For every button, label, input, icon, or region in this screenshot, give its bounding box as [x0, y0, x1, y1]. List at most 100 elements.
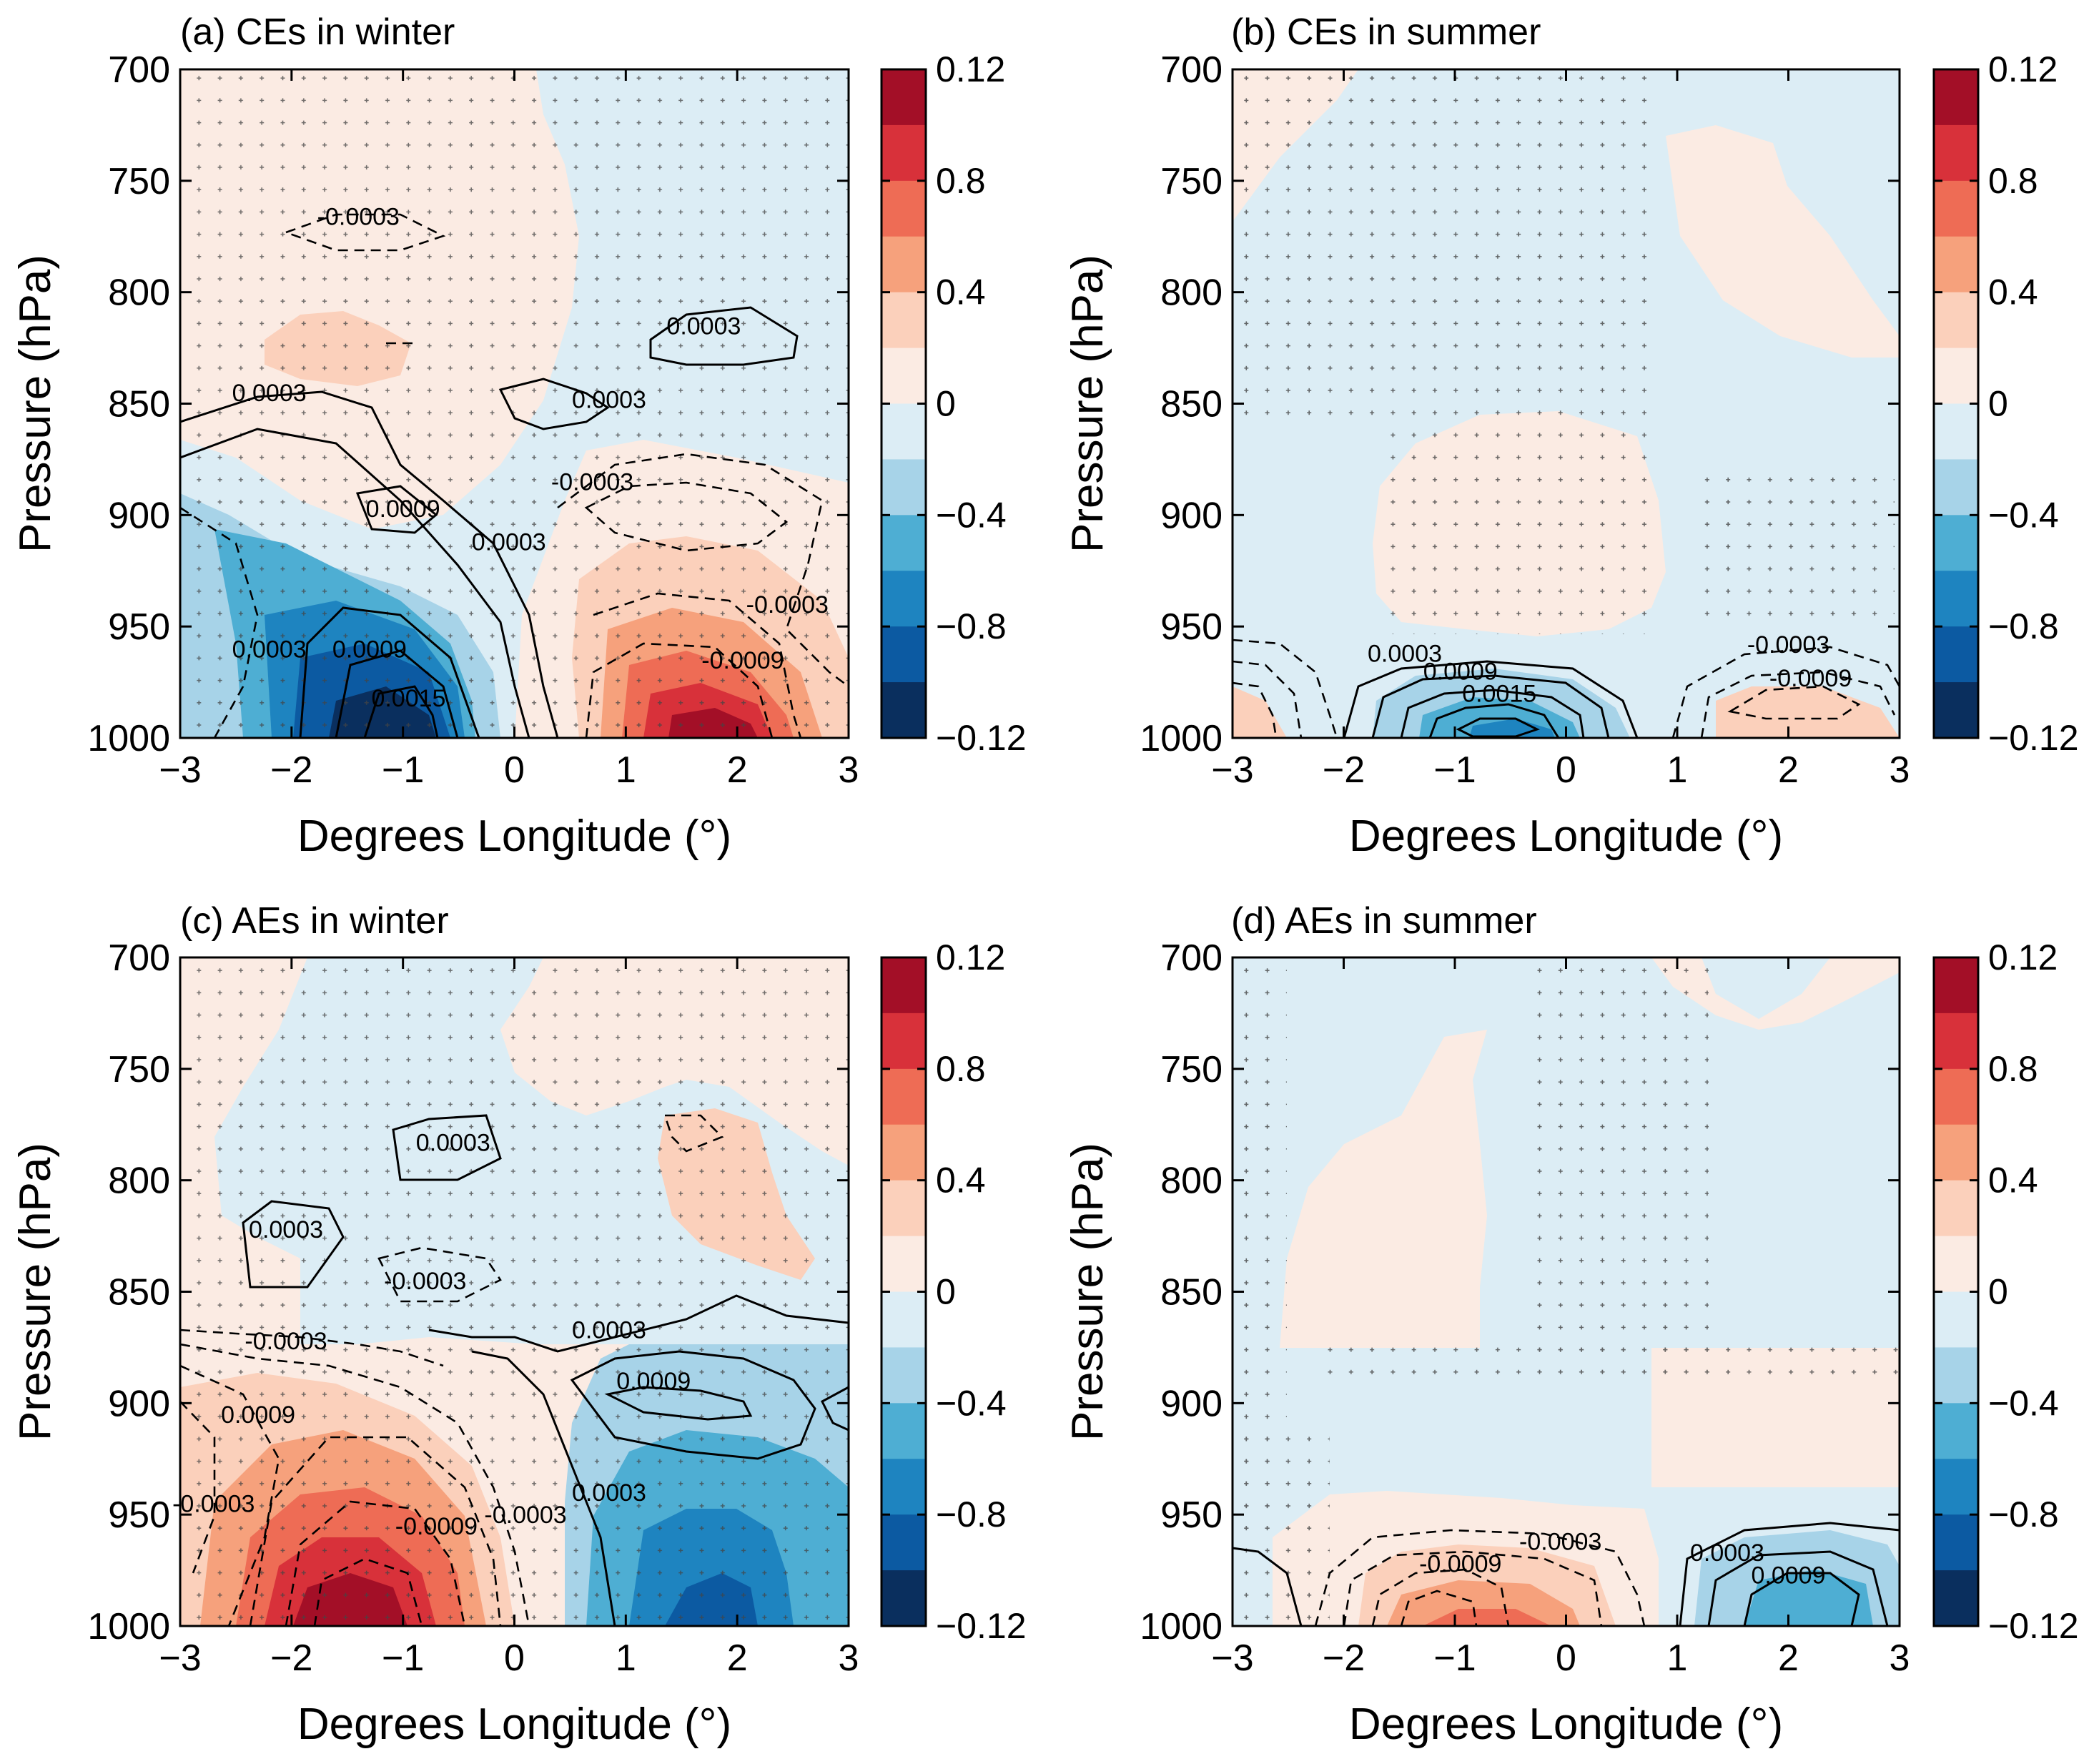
y-tick-label: 750	[108, 1049, 170, 1090]
panel-title: (c) AEs in winter	[180, 900, 449, 942]
colorbar: −0.12 −0.8 −0.4 0 0.4 0.8 0.12	[880, 937, 1027, 1646]
colorbar-segment	[881, 1180, 926, 1237]
x-tick-label: −2	[270, 1637, 312, 1679]
colorbar: −0.12 −0.8 −0.4 0 0.4 0.8 0.12	[880, 49, 1027, 758]
y-tick-label: 1000	[1140, 718, 1223, 759]
colorbar-tick-label: −0.4	[936, 495, 1007, 535]
colorbar-tick-label: −0.12	[1988, 1606, 2079, 1646]
colorbar-tick-label: −0.8	[936, 1494, 1007, 1534]
x-tick-label: 0	[504, 749, 525, 791]
contour-label: -0.0003	[1747, 631, 1829, 659]
contour-label: 0.0009	[332, 636, 407, 663]
contour-field	[180, 957, 849, 1626]
x-tick-label: −3	[1211, 749, 1253, 791]
colorbar-segment	[1934, 69, 1978, 126]
colorbar-segment	[1934, 1012, 1978, 1070]
colorbar-tick-label: 0	[936, 1272, 956, 1312]
contour-label: -0.0003	[384, 1268, 466, 1295]
x-tick-label: 1	[1667, 749, 1688, 791]
x-axis: −3 −2 −1 0 1 2 3	[1211, 69, 1910, 791]
colorbar-segment	[1934, 1124, 1978, 1181]
x-tick-label: −2	[1323, 1637, 1365, 1679]
colorbar-segment	[881, 682, 926, 739]
x-tick-label: 3	[839, 1637, 859, 1679]
contour-label: -0.0003	[317, 204, 400, 231]
y-tick-label: 700	[108, 49, 170, 91]
colorbar-segment	[881, 69, 926, 126]
x-tick-label: 2	[727, 749, 748, 791]
x-axis: −3 −2 −1 0 1 2 3	[159, 69, 859, 791]
colorbar-segment	[1934, 348, 1978, 405]
contour-label: 0.0003	[232, 636, 307, 663]
colorbar-tick-label: 0	[1988, 384, 2008, 424]
contour-label: 0.0003	[232, 380, 307, 407]
panel-a: (a) CEs in winter	[11, 11, 1027, 861]
y-tick-label: 750	[1160, 161, 1223, 202]
y-axis: 700 750 800 850 900 950 1000	[87, 49, 849, 759]
colorbar-tick-label: 0.8	[1988, 161, 2038, 201]
x-axis: −3 −2 −1 0 1 2 3	[1211, 957, 1910, 1679]
colorbar-tick-label: 0.12	[936, 937, 1005, 977]
y-tick-label: 1000	[87, 718, 170, 759]
colorbar-segment	[1934, 124, 1978, 182]
contour-label: 0.0003	[416, 1130, 490, 1157]
colorbar-segment	[1934, 571, 1978, 627]
x-tick-label: 2	[1778, 749, 1799, 791]
colorbar-segment	[881, 1403, 926, 1459]
colorbar-tick-label: 0.12	[936, 49, 1005, 89]
y-tick-label: 950	[108, 606, 170, 648]
contour-label: -0.0003	[1519, 1529, 1601, 1556]
y-tick-label: 700	[108, 937, 170, 979]
contour-label: -0.0009	[701, 647, 784, 674]
panel-c: (c) AEs in winter	[11, 900, 1027, 1749]
colorbar-segment	[1934, 1068, 1978, 1125]
colorbar-tick-label: −0.12	[936, 1606, 1027, 1646]
y-tick-label: 750	[108, 161, 170, 202]
x-tick-label: −1	[1433, 1637, 1476, 1679]
colorbar-tick-label: −0.12	[1988, 718, 2079, 758]
y-tick-label: 850	[108, 384, 170, 425]
colorbar-tick-label: −0.12	[936, 718, 1027, 758]
colorbar-segment	[1934, 403, 1978, 460]
y-tick-label: 900	[1160, 495, 1223, 536]
colorbar-segment	[881, 1347, 926, 1404]
y-tick-label: 1000	[87, 1606, 170, 1647]
y-tick-label: 800	[1160, 272, 1223, 314]
x-axis-label: Degrees Longitude (°)	[1349, 1700, 1783, 1749]
y-tick-label: 950	[108, 1494, 170, 1536]
contour-label: 0.0003	[1690, 1539, 1764, 1567]
colorbar-tick-label: 0	[936, 384, 956, 424]
x-tick-label: 3	[839, 749, 859, 791]
colorbar-tick-label: 0.4	[936, 272, 986, 312]
colorbar-segment	[1934, 292, 1978, 349]
contour-label: 0.0009	[221, 1401, 295, 1429]
colorbar-tick-label: 0.12	[1988, 937, 2058, 977]
colorbar-segment	[881, 403, 926, 460]
contour-field	[1233, 957, 1900, 1626]
x-tick-label: 0	[1556, 1637, 1576, 1679]
colorbar-tick-label: −0.8	[1988, 606, 2059, 646]
x-tick-label: −3	[159, 749, 201, 791]
contour-label: 0.0009	[1752, 1562, 1826, 1589]
contour-label: -0.0003	[484, 1502, 566, 1529]
colorbar-tick-label: −0.4	[1988, 495, 2059, 535]
x-tick-label: 2	[727, 1637, 748, 1679]
colorbar-segment	[881, 292, 926, 349]
x-tick-label: −1	[1433, 749, 1476, 791]
x-tick-label: −3	[159, 1637, 201, 1679]
colorbar-segment	[881, 348, 926, 405]
x-axis-label: Degrees Longitude (°)	[297, 812, 731, 861]
x-tick-label: −1	[382, 1637, 424, 1679]
colorbar-segment	[1934, 1403, 1978, 1459]
y-tick-label: 850	[1160, 384, 1223, 425]
colorbar-segment	[1934, 515, 1978, 571]
contour-label: -0.0003	[245, 1328, 327, 1355]
x-axis: −3 −2 −1 0 1 2 3	[159, 957, 859, 1679]
x-tick-label: 0	[1556, 749, 1576, 791]
x-tick-label: −2	[1323, 749, 1365, 791]
colorbar-segment	[881, 1012, 926, 1070]
fill-region-positive	[1666, 125, 1900, 358]
colorbar-tick-label: 0.4	[1988, 1161, 2038, 1201]
